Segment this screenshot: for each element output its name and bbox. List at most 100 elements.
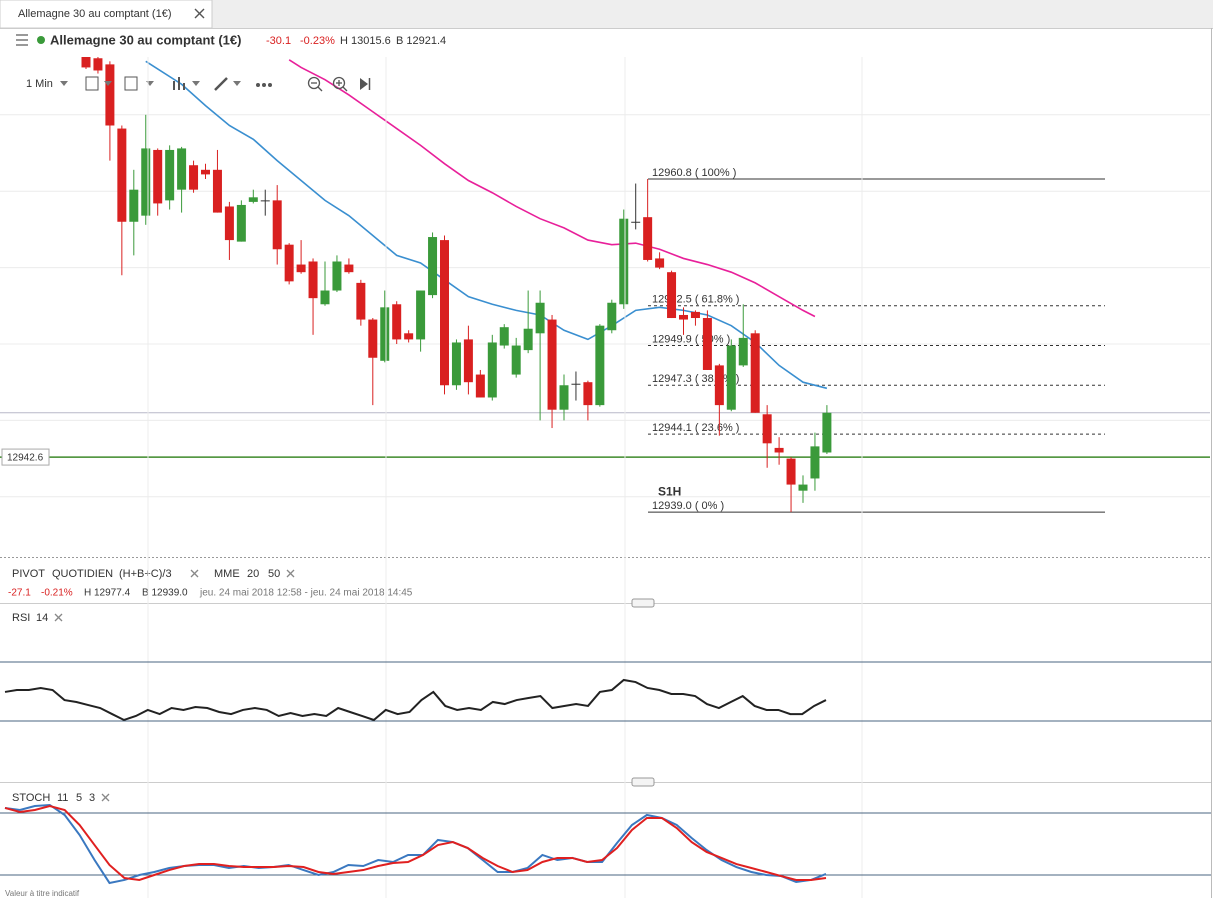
candle-body xyxy=(428,237,438,296)
candle-body xyxy=(153,149,163,204)
candle-body xyxy=(272,200,282,250)
candle-body xyxy=(117,128,127,222)
info-high: H 12977.4 xyxy=(84,588,131,599)
pivot-formula: (H+B+C)/3 xyxy=(119,568,172,580)
zoom-out-icon[interactable] xyxy=(307,76,323,92)
mme-slow: 50 xyxy=(268,568,280,580)
candle-body xyxy=(451,342,461,386)
candle-body xyxy=(201,169,210,175)
remove-stoch[interactable] xyxy=(101,793,110,802)
candle-body xyxy=(786,458,796,485)
candle-body xyxy=(595,325,605,406)
rsi-line xyxy=(4,678,827,722)
candle-body xyxy=(499,327,509,346)
candle-body xyxy=(248,197,258,202)
symbol-change-pct: -0.23% xyxy=(300,35,335,47)
candle-body xyxy=(81,57,91,68)
candle-body xyxy=(404,333,414,340)
candle-body xyxy=(224,206,234,241)
info-range: jeu. 24 mai 2018 12:58 - jeu. 24 mai 201… xyxy=(199,588,413,599)
stoch-param: 11 xyxy=(57,792,68,804)
fib-label: 12952.5 ( 61.8% ) xyxy=(652,294,739,306)
draw-icon[interactable] xyxy=(214,77,228,91)
mme-fast: 20 xyxy=(247,568,259,580)
candle-body xyxy=(571,383,581,385)
fib-label: 12939.0 ( 0% ) xyxy=(652,500,724,512)
current-price-label: 12942.6 xyxy=(7,453,44,464)
candle-body xyxy=(643,217,653,260)
candle-body xyxy=(368,319,378,358)
caret xyxy=(146,81,154,86)
info-change-pct: -0.21% xyxy=(41,588,73,599)
stoch-d-line xyxy=(4,804,827,881)
current-price-box xyxy=(1,448,50,466)
remove-pivot[interactable] xyxy=(190,569,199,578)
caret xyxy=(192,81,200,86)
footer-note: Valeur à titre indicatif xyxy=(5,889,80,898)
candle-body xyxy=(392,304,402,340)
resize-handle[interactable] xyxy=(631,598,655,608)
info-low: B 12939.0 xyxy=(142,588,188,599)
indicators-icon[interactable] xyxy=(173,77,185,90)
fib-label: 12960.8 ( 100% ) xyxy=(652,167,736,179)
candle-body xyxy=(332,261,342,291)
candle-body xyxy=(822,412,832,453)
candle-body xyxy=(440,240,449,386)
candle-body xyxy=(177,148,187,190)
candle-body xyxy=(631,221,641,223)
more-icon[interactable] xyxy=(256,83,272,87)
candle-body xyxy=(165,149,175,201)
candle-body xyxy=(236,204,246,242)
candle-body xyxy=(487,342,497,398)
status-dot xyxy=(37,36,45,44)
symbol-name: Allemagne 30 au comptant (1€) xyxy=(50,32,241,47)
symbol-low: B 12921.4 xyxy=(396,35,446,47)
stoch-label: STOCH xyxy=(12,792,50,804)
rsi-label: RSI xyxy=(12,612,30,624)
layout-icon[interactable] xyxy=(124,76,138,91)
resize-handle[interactable] xyxy=(631,777,655,787)
stoch-param: 3 xyxy=(89,792,95,804)
stoch-param: 5 xyxy=(76,792,82,804)
menu-icon[interactable] xyxy=(16,34,28,46)
candle-body xyxy=(714,365,724,406)
remove-rsi[interactable] xyxy=(54,613,63,622)
mme-50-line xyxy=(288,59,816,318)
chart-type-icon[interactable] xyxy=(85,76,99,91)
remove-mme[interactable] xyxy=(286,569,295,578)
candle-body xyxy=(583,382,593,406)
pivot-label: S1H xyxy=(658,484,681,498)
candle-body xyxy=(189,165,199,190)
candle-body xyxy=(679,314,688,320)
caret xyxy=(104,81,112,86)
candle-body xyxy=(475,374,485,398)
tab-close[interactable] xyxy=(194,8,205,19)
tab[interactable] xyxy=(0,0,213,29)
candle-body xyxy=(212,169,222,213)
info-change: -27.1 xyxy=(8,588,31,599)
candle-body xyxy=(463,339,473,383)
candle-body xyxy=(798,484,808,491)
candle-body xyxy=(619,218,629,305)
rsi-period: 14 xyxy=(36,612,48,624)
candle-body xyxy=(535,302,545,334)
mme-20-line xyxy=(145,60,828,390)
candle-body xyxy=(607,302,617,331)
candle-body xyxy=(308,261,318,299)
zoom-in-icon[interactable] xyxy=(332,76,348,92)
fib-label: 12944.1 ( 23.6% ) xyxy=(652,422,739,434)
pivot-label: PIVOT xyxy=(12,568,45,580)
candle-body xyxy=(380,307,390,361)
candle-body xyxy=(559,385,569,410)
candle-body xyxy=(344,264,354,273)
scroll-end-icon[interactable] xyxy=(360,78,371,90)
mme-label: MME xyxy=(214,568,240,580)
fib-label: 12949.9 ( 50% ) xyxy=(652,333,730,345)
candle-body xyxy=(726,345,736,410)
interval-button[interactable]: 1 Min xyxy=(26,78,53,90)
interval-caret xyxy=(60,81,68,86)
candle-body xyxy=(547,319,557,410)
candle-body xyxy=(320,290,330,305)
symbol-high: H 13015.6 xyxy=(340,35,391,47)
